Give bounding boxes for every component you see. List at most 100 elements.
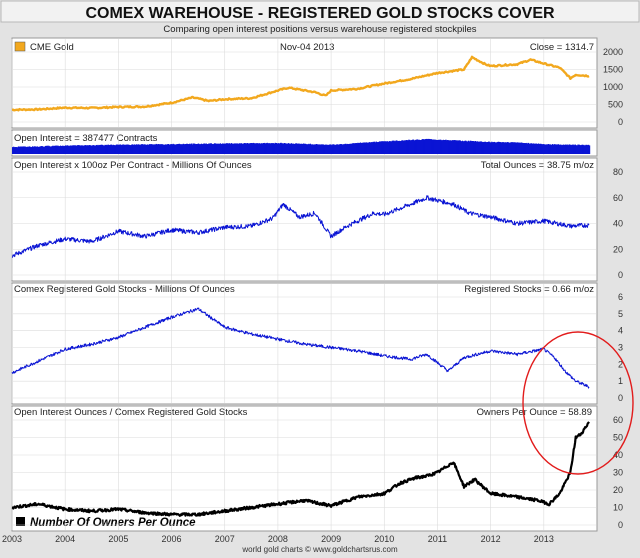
oi-bar xyxy=(39,146,41,154)
y-tick-label: 500 xyxy=(608,100,623,110)
y-tick-label: 4 xyxy=(618,326,623,336)
oi-bar xyxy=(166,144,168,154)
oi-bar xyxy=(47,146,49,154)
panel-bg-2 xyxy=(11,157,598,282)
oi-bar xyxy=(124,144,126,154)
y-tick-label: 1 xyxy=(618,376,623,386)
oi-bar xyxy=(99,145,101,154)
oi-bar xyxy=(233,143,235,154)
series-line-owners-per-ounce xyxy=(11,421,590,517)
oi-bar xyxy=(582,145,584,154)
chart-title: COMEX WAREHOUSE - REGISTERED GOLD STOCKS… xyxy=(85,5,555,22)
oi-bar xyxy=(91,145,93,154)
y-tick-label: 20 xyxy=(613,485,623,495)
y-tick-label: 2 xyxy=(618,359,623,369)
y-tick-label: 0 xyxy=(618,520,623,530)
oi-bar xyxy=(141,144,143,154)
x-tick-label: 2013 xyxy=(534,534,554,544)
y-axis-ticks: 0500100015002000020406080012345601020304… xyxy=(603,47,623,530)
y-tick-label: 40 xyxy=(613,219,623,229)
oi-bar xyxy=(515,142,517,154)
gold-legend-label: CME Gold xyxy=(30,42,74,53)
oi-bar xyxy=(107,144,109,154)
oi-contracts-label: Open Interest = 387477 Contracts xyxy=(14,133,158,144)
x-tick-label: 2006 xyxy=(162,534,182,544)
panel-bg-0 xyxy=(11,37,598,129)
y-tick-label: 40 xyxy=(613,450,623,460)
y-tick-label: 80 xyxy=(613,167,623,177)
panel-bg-4 xyxy=(11,405,598,532)
oi-bar xyxy=(524,143,526,154)
x-tick-label: 2010 xyxy=(374,534,394,544)
owners-per-ounce-label: Owners Per Ounce = 58.89 xyxy=(477,407,592,418)
y-tick-label: 1500 xyxy=(603,65,623,75)
owners-ratio-label: Open Interest Ounces / Comex Registered … xyxy=(14,407,248,418)
oi-bar xyxy=(183,143,185,154)
panel-open-interest-contracts: Open Interest = 387477 Contracts xyxy=(14,133,158,144)
highlight-ellipse xyxy=(522,331,634,475)
panel-registered-stocks: Comex Registered Gold Stocks - Millions … xyxy=(14,284,594,295)
owners-legend-label: Number Of Owners Per Ounce xyxy=(30,517,196,529)
oi-ounces-label: Open Interest x 100oz Per Contract - Mil… xyxy=(14,160,252,171)
oi-bar xyxy=(249,143,251,154)
oi-bar xyxy=(82,145,84,154)
oi-bar xyxy=(132,145,134,154)
title-bar xyxy=(0,0,640,23)
gold-date-label: Nov-04 2013 xyxy=(280,42,334,53)
oi-bar xyxy=(199,144,201,154)
x-tick-label: 2011 xyxy=(428,534,447,544)
oi-bar xyxy=(208,143,210,154)
oi-bar xyxy=(565,144,567,154)
y-tick-label: 10 xyxy=(613,503,623,513)
y-tick-label: 60 xyxy=(613,193,623,203)
y-tick-label: 0 xyxy=(618,393,623,403)
y-tick-label: 1000 xyxy=(603,82,623,92)
series-line-cme-gold xyxy=(11,55,590,112)
y-tick-label: 2000 xyxy=(603,47,623,57)
y-tick-label: 5 xyxy=(618,309,623,319)
oi-bar xyxy=(149,144,151,154)
oi-bar xyxy=(540,143,542,154)
x-tick-label: 2003 xyxy=(2,534,22,544)
oi-bar xyxy=(589,145,591,154)
data-series xyxy=(11,55,591,517)
registered-stocks-label: Comex Registered Gold Stocks - Millions … xyxy=(14,284,235,295)
x-tick-label: 2005 xyxy=(108,534,128,544)
chart-subtitle: Comparing open interest positions versus… xyxy=(163,24,476,35)
oi-bar xyxy=(557,144,559,154)
oi-bar xyxy=(224,143,226,154)
x-axis-ticks: 2003 2004 2005 2006 2007 2008 2009 2010 2011 2012… xyxy=(2,534,554,544)
oi-bar xyxy=(549,144,551,154)
gold-legend-swatch xyxy=(14,41,26,52)
x-tick-label: 2007 xyxy=(215,534,235,544)
oi-bar xyxy=(241,143,243,154)
footer-credit: world gold charts © www.goldchartsrus.co… xyxy=(241,545,398,554)
x-tick-label: 2004 xyxy=(55,534,75,544)
oi-bar xyxy=(74,146,76,154)
oi-bar xyxy=(157,144,159,154)
y-tick-label: 3 xyxy=(618,343,623,353)
panel-open-interest-ounces: Open Interest x 100oz Per Contract - Mil… xyxy=(14,160,594,171)
total-ounces-label: Total Ounces = 38.75 m/oz xyxy=(481,160,595,171)
x-tick-label: 2008 xyxy=(268,534,288,544)
oi-bar xyxy=(532,144,534,154)
oi-bar xyxy=(174,144,176,154)
panel-owners-per-ounce: Open Interest Ounces / Comex Registered … xyxy=(14,407,592,529)
x-tick-label: 2009 xyxy=(321,534,341,544)
y-tick-label: 20 xyxy=(613,244,623,254)
y-tick-label: 60 xyxy=(613,415,623,425)
oi-bar xyxy=(56,146,58,154)
y-tick-label: 30 xyxy=(613,468,623,478)
oi-bar xyxy=(66,145,68,154)
owners-legend-swatch xyxy=(16,517,25,526)
panel-cme-gold: CME Gold Nov-04 2013 Close = 1314.7 xyxy=(14,41,594,53)
series-line-open-interest-ounces xyxy=(11,195,590,258)
x-tick-label: 2012 xyxy=(481,534,501,544)
series-line-registered-stocks xyxy=(11,307,590,389)
gold-close-label: Close = 1314.7 xyxy=(530,42,594,53)
oi-bar xyxy=(191,143,193,154)
y-tick-label: 50 xyxy=(613,433,623,443)
registered-stocks-value-label: Registered Stocks = 0.66 m/oz xyxy=(464,284,594,295)
grid-lines xyxy=(11,39,596,530)
